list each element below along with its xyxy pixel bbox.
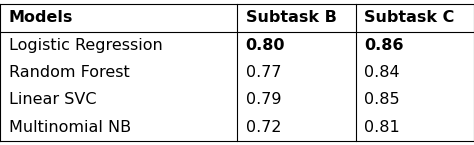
Text: Subtask C: Subtask C bbox=[364, 10, 455, 26]
Text: Subtask B: Subtask B bbox=[246, 10, 337, 26]
Text: 0.77: 0.77 bbox=[246, 65, 281, 80]
Text: Models: Models bbox=[9, 10, 73, 26]
Text: Linear SVC: Linear SVC bbox=[9, 92, 96, 107]
Text: Multinomial NB: Multinomial NB bbox=[9, 119, 131, 135]
Text: 0.72: 0.72 bbox=[246, 119, 281, 135]
Text: 0.80: 0.80 bbox=[246, 38, 285, 53]
Text: 0.81: 0.81 bbox=[364, 119, 400, 135]
Text: 0.85: 0.85 bbox=[364, 92, 400, 107]
Text: 0.84: 0.84 bbox=[364, 65, 400, 80]
Text: Logistic Regression: Logistic Regression bbox=[9, 38, 162, 53]
Text: 0.79: 0.79 bbox=[246, 92, 281, 107]
Text: Random Forest: Random Forest bbox=[9, 65, 129, 80]
Text: 0.86: 0.86 bbox=[364, 38, 403, 53]
